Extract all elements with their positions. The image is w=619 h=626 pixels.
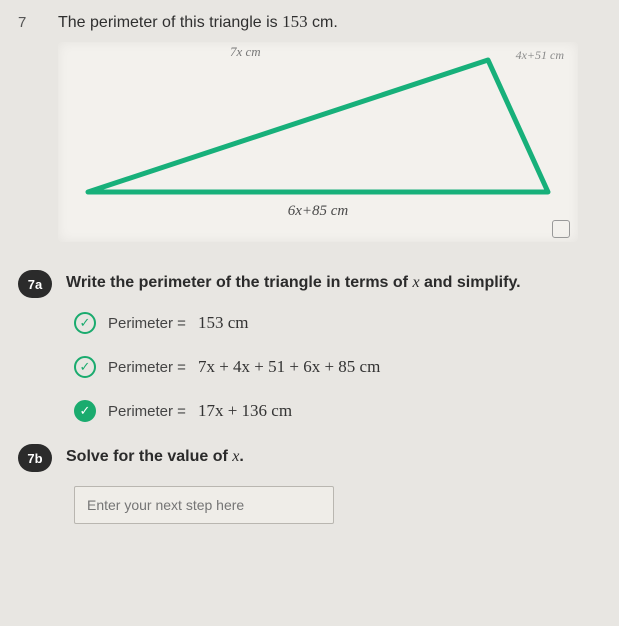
answer-value: 7x + 4x + 51 + 6x + 85 cm — [198, 357, 380, 377]
sub-prompt-7a: Write the perimeter of the triangle in t… — [66, 270, 521, 292]
expand-icon[interactable] — [552, 220, 570, 238]
answers-list: ✓ Perimeter = 153 cm ✓ Perimeter = 7x + … — [74, 312, 601, 422]
question-prompt: The perimeter of this triangle is 153 cm… — [58, 12, 338, 32]
sub7b-text-a: Solve for the value of — [66, 448, 232, 465]
sub7a-text-a: Write the perimeter of the triangle in t… — [66, 274, 412, 291]
prompt-value: 153 — [282, 12, 308, 31]
question-number: 7 — [18, 12, 44, 31]
prompt-prefix: The perimeter of this triangle is — [58, 14, 282, 31]
answer-row: ✓ Perimeter = 7x + 4x + 51 + 6x + 85 cm — [74, 356, 601, 378]
figure-base-label: 6x+85 cm — [58, 203, 578, 220]
check-icon: ✓ — [74, 400, 96, 422]
sub7a-text-b: and simplify. — [420, 274, 521, 291]
figure-right-label: 4x+51 cm — [516, 48, 564, 63]
answer-label: Perimeter = — [108, 403, 186, 420]
answer-value: 17x + 136 cm — [198, 401, 292, 421]
answer-label: Perimeter = — [108, 315, 186, 332]
sub-prompt-7b: Solve for the value of x. — [66, 444, 244, 466]
answer-value: 153 cm — [198, 313, 249, 333]
sub7b-text-b: . — [239, 448, 243, 465]
triangle-figure: 7x cm 4x+51 cm 6x+85 cm — [58, 42, 578, 242]
sub-bubble-7b: 7b — [18, 444, 52, 472]
next-step-input[interactable] — [74, 486, 334, 524]
check-icon: ✓ — [74, 312, 96, 334]
triangle-shape — [88, 60, 548, 192]
check-icon: ✓ — [74, 356, 96, 378]
figure-top-label: 7x cm — [230, 44, 261, 60]
answer-row: ✓ Perimeter = 153 cm — [74, 312, 601, 334]
answer-label: Perimeter = — [108, 359, 186, 376]
sub7a-var: x — [412, 274, 419, 291]
answer-row: ✓ Perimeter = 17x + 136 cm — [74, 400, 601, 422]
prompt-suffix: cm. — [308, 14, 338, 31]
sub-bubble-7a: 7a — [18, 270, 52, 298]
